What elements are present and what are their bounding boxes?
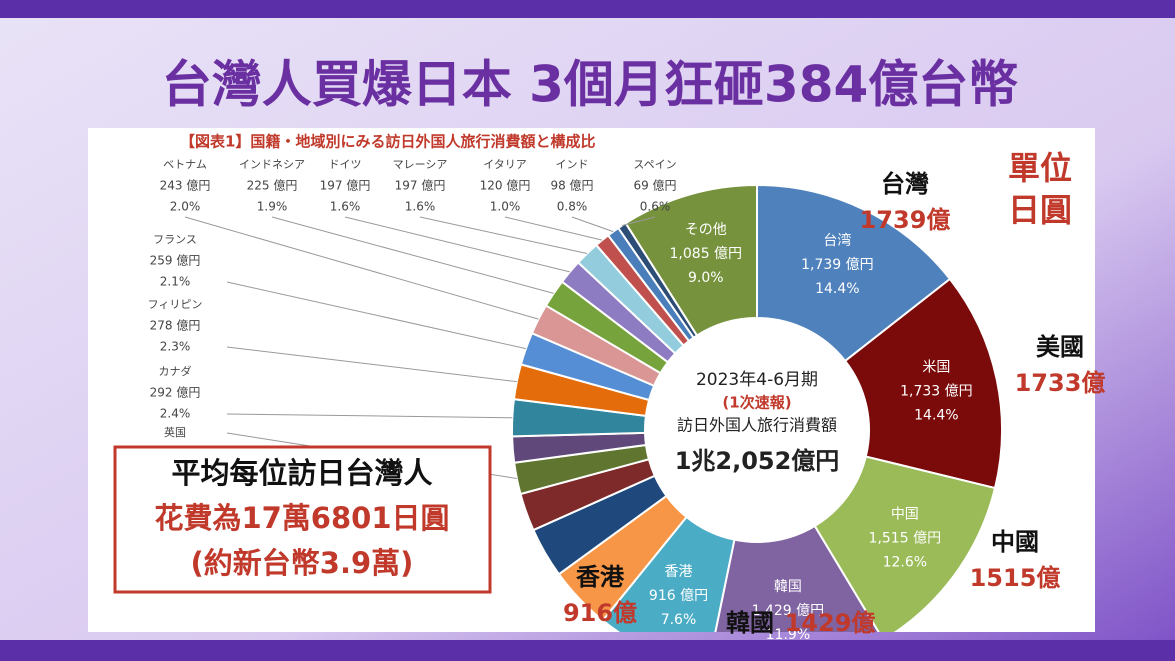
slice-percent-label: 1.0% [490, 200, 521, 214]
slice-value-label: 225 億円 [247, 179, 298, 193]
slice-value-label: 197 億円 [395, 179, 446, 193]
callout-name: 香港 [576, 563, 625, 591]
slice-name: ドイツ [329, 158, 362, 171]
slice-percent-label: 0.8% [557, 200, 588, 214]
slice-value-label: 1,085 億円 [670, 246, 743, 262]
center-text: (1次速報) [722, 394, 791, 412]
slice-name: ベトナム [163, 158, 207, 171]
leader-line [504, 216, 603, 241]
slice-value-label: 1,733 億円 [900, 383, 973, 399]
slice-percent-label: 0.6% [640, 200, 671, 214]
slice-name: 米国 [922, 359, 950, 375]
slice-name: インドネシア [239, 158, 305, 171]
callout-name: 台灣 [881, 170, 929, 198]
leader-line [226, 346, 517, 383]
leader-line [271, 216, 554, 294]
slice-value-label: 69 億円 [633, 179, 676, 193]
slice-name: 台湾 [823, 232, 851, 249]
slice-percent-label: 12.6% [883, 555, 927, 571]
page-title: 台灣人買爆日本 3個月狂砸384億台幣 [162, 56, 1019, 114]
leader-line [226, 413, 513, 419]
slice-name: フランス [153, 233, 197, 246]
slice-percent-label: 2.0% [170, 200, 201, 214]
slice-name: カナダ [159, 364, 192, 378]
pie-slice [813, 455, 997, 632]
leader-line [344, 216, 570, 273]
chart-title: 【図表1】国籍・地域別にみる訪日外国人旅行消費額と構成比 [180, 133, 595, 151]
slice-percent-label: 1.6% [330, 200, 361, 214]
slice-percent-label: 2.4% [160, 407, 191, 421]
pie-slice [756, 183, 952, 363]
slice-percent-label: 11.9% [766, 627, 810, 643]
callout-name: 美國 [1036, 333, 1084, 361]
unit-label: 單位 [1008, 149, 1072, 187]
slice-name: 中国 [891, 507, 919, 523]
slice-name: 英国 [164, 425, 186, 439]
leader-line [184, 216, 539, 320]
leader-line [621, 216, 656, 227]
callout-value: 1739億 [860, 206, 951, 234]
callout-value: 916億 [563, 599, 637, 627]
pie-slice [843, 277, 1003, 490]
slice-percent-label: 14.4% [815, 281, 859, 297]
note-text: 平均每位訪日台灣人 [171, 456, 432, 490]
slice-name: フィリピン [148, 298, 203, 311]
center-text: 訪日外国人旅行消費額 [677, 416, 837, 435]
slice-value-label: 243 億円 [160, 179, 211, 193]
slice-value-label: 1,739 億円 [801, 257, 874, 273]
callout-name: 中國 [991, 528, 1039, 556]
slice-name: その他 [685, 222, 727, 238]
slice-name: イタリア [483, 158, 527, 171]
slice-percent-label: 7.6% [661, 612, 697, 628]
slice-value-label: 1,515 億円 [869, 531, 942, 547]
slice-value-label: 916 億円 [649, 588, 708, 604]
slice-name: マレーシア [393, 158, 448, 171]
slice-value-label: 197 億円 [320, 179, 371, 193]
slice-name: 香港 [664, 564, 692, 580]
pie-slice [714, 524, 880, 632]
callout-value: 1515億 [970, 564, 1061, 592]
slice-percent-label: 14.4% [914, 407, 958, 423]
labels: 台湾 1,739 億円 14.4% 米国 1,733 億円 14.4% 中国 1,515 億円… [113, 149, 1106, 643]
slice-percent-label: 1.6% [405, 200, 436, 214]
slice-value-label: 259 億円 [150, 254, 201, 268]
slice-value-label: 120 億円 [480, 179, 531, 193]
pie-slice [624, 183, 758, 337]
slice-percent-label: 1.9% [257, 200, 288, 214]
center-text: 1兆2,052億円 [675, 447, 840, 475]
callout-value: 1733億 [1015, 369, 1106, 397]
note-box [113, 445, 492, 594]
unit-label: 日圓 [1008, 191, 1072, 229]
leader-line [571, 216, 614, 233]
slice-name: 韓国 [774, 579, 802, 595]
slice-percent-label: 2.1% [160, 275, 191, 289]
slice-name: インド [556, 158, 589, 171]
top-band [0, 0, 1175, 18]
note-text: (約新台幣3.9萬) [191, 546, 414, 580]
slice-value-label: 292 億円 [150, 386, 201, 400]
callout-name: 韓國 [726, 609, 774, 637]
slice-value-label: 278 億円 [150, 319, 201, 333]
bottom-band [0, 640, 1175, 661]
callout-value: 1429億 [785, 609, 876, 637]
donut [511, 183, 1003, 632]
leader-line [226, 281, 527, 350]
slice-value-label: 98 億円 [550, 179, 593, 193]
slice-name: スペイン [633, 158, 676, 171]
slice-percent-label: 9.0% [688, 270, 724, 286]
leader-line [419, 216, 588, 255]
slice-percent-label: 2.3% [160, 340, 191, 354]
center-text: 2023年4-6月期 [696, 370, 818, 390]
note-text: 花費為17萬6801日圓 [154, 501, 449, 535]
slice-value-label: 1,429 億円 [752, 603, 825, 619]
